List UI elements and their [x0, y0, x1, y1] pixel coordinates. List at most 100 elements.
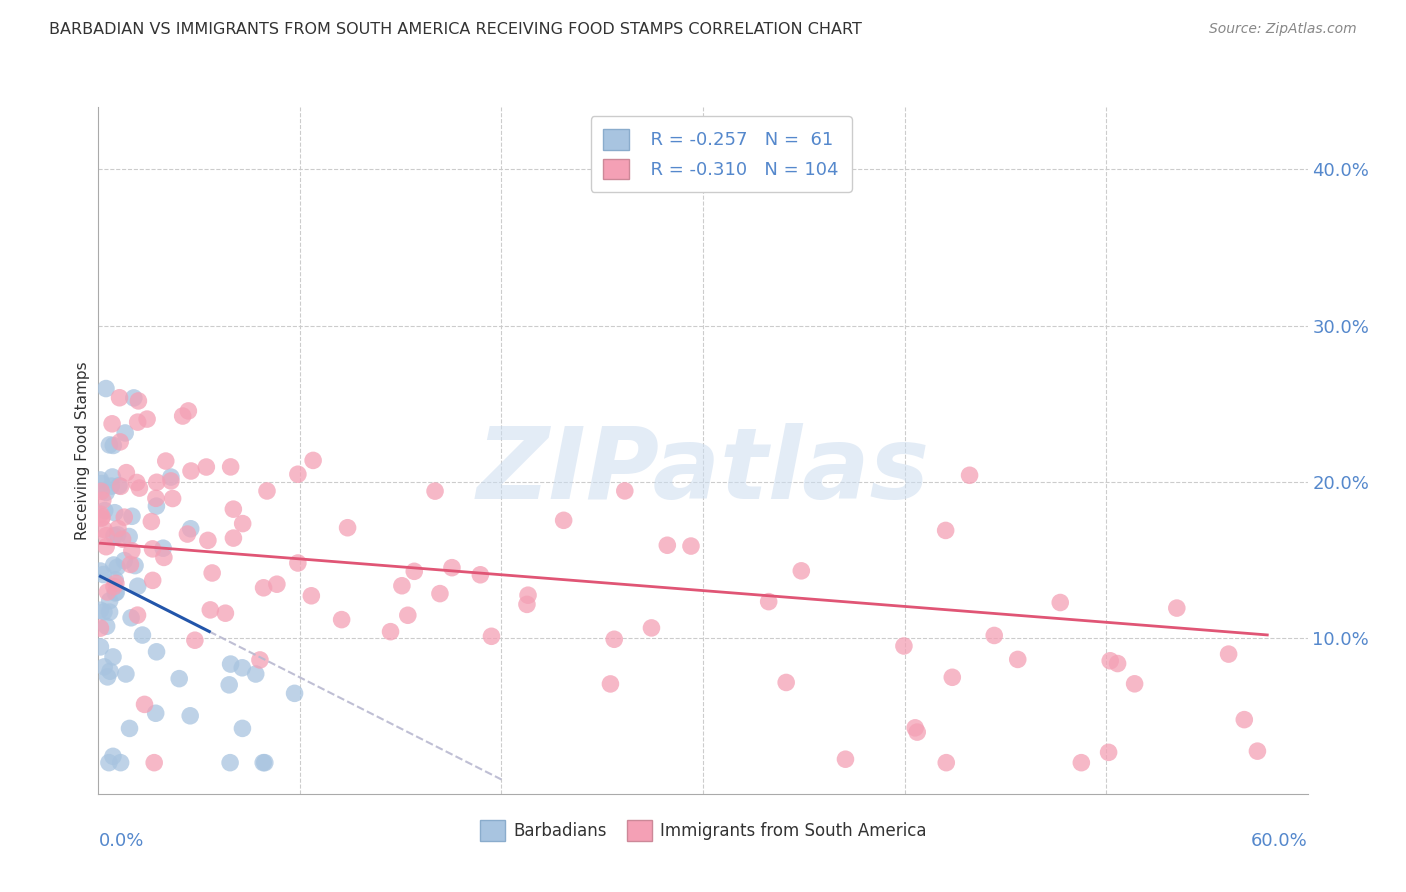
Point — [101, 649, 124, 664]
Point — [96, 485, 118, 500]
Point — [104, 573, 127, 587]
Point — [111, 533, 134, 547]
Point — [115, 667, 138, 681]
Point — [145, 499, 167, 513]
Point — [775, 675, 797, 690]
Point — [201, 566, 224, 580]
Point — [252, 581, 274, 595]
Point — [440, 560, 463, 574]
Point — [941, 670, 963, 684]
Point — [96, 585, 118, 599]
Point — [93, 660, 115, 674]
Point — [127, 415, 149, 429]
Point — [613, 483, 636, 498]
Point — [105, 585, 128, 599]
Point — [89, 640, 111, 654]
Point — [100, 479, 122, 493]
Point — [983, 628, 1005, 642]
Point — [219, 459, 242, 474]
Point — [108, 478, 131, 492]
Point — [90, 511, 112, 525]
Point — [143, 756, 166, 770]
Point — [115, 466, 138, 480]
Point — [218, 678, 240, 692]
Point — [89, 621, 111, 635]
Point — [90, 484, 112, 499]
Point — [302, 453, 325, 467]
Point — [89, 603, 111, 617]
Text: ZIPatlas: ZIPatlas — [477, 423, 929, 519]
Point — [249, 653, 271, 667]
Point — [1049, 595, 1071, 609]
Point — [101, 417, 124, 431]
Point — [197, 533, 219, 548]
Point — [90, 476, 112, 491]
Point — [256, 483, 278, 498]
Point — [299, 589, 322, 603]
Point — [231, 722, 253, 736]
Point — [120, 558, 142, 572]
Point — [679, 539, 702, 553]
Point — [222, 502, 245, 516]
Point — [603, 632, 626, 647]
Point — [1107, 657, 1129, 671]
Point — [105, 560, 128, 574]
Point — [222, 531, 245, 545]
Point — [177, 404, 200, 418]
Y-axis label: Receiving Food Stamps: Receiving Food Stamps — [75, 361, 90, 540]
Point — [1246, 744, 1268, 758]
Point — [153, 550, 176, 565]
Point — [91, 567, 114, 582]
Point — [145, 491, 167, 506]
Point — [89, 564, 111, 578]
Point — [179, 708, 201, 723]
Point — [1166, 601, 1188, 615]
Point — [122, 391, 145, 405]
Point — [167, 672, 190, 686]
Point — [404, 564, 426, 578]
Point — [155, 454, 177, 468]
Point — [101, 470, 124, 484]
Point — [266, 577, 288, 591]
Point — [640, 621, 662, 635]
Point — [98, 665, 121, 679]
Point — [1097, 745, 1119, 759]
Point — [391, 579, 413, 593]
Point — [94, 503, 117, 517]
Point — [141, 541, 163, 556]
Point — [176, 527, 198, 541]
Point — [96, 619, 118, 633]
Point — [172, 409, 194, 423]
Point — [380, 624, 402, 639]
Point — [110, 756, 132, 770]
Point — [107, 522, 129, 536]
Point — [145, 645, 167, 659]
Point — [232, 516, 254, 531]
Point — [136, 412, 159, 426]
Point — [93, 605, 115, 619]
Point — [231, 661, 253, 675]
Point — [131, 628, 153, 642]
Point — [1123, 677, 1146, 691]
Point — [1099, 654, 1122, 668]
Point — [516, 598, 538, 612]
Point — [790, 564, 813, 578]
Point — [118, 529, 141, 543]
Point — [145, 706, 167, 721]
Point — [98, 594, 121, 608]
Point — [287, 556, 309, 570]
Point — [517, 588, 540, 602]
Point — [108, 434, 131, 449]
Point — [112, 553, 135, 567]
Point — [118, 722, 141, 736]
Text: Source: ZipAtlas.com: Source: ZipAtlas.com — [1209, 22, 1357, 37]
Text: 60.0%: 60.0% — [1251, 831, 1308, 850]
Text: BARBADIAN VS IMMIGRANTS FROM SOUTH AMERICA RECEIVING FOOD STAMPS CORRELATION CHA: BARBADIAN VS IMMIGRANTS FROM SOUTH AMERI… — [49, 22, 862, 37]
Point — [200, 603, 222, 617]
Point — [104, 506, 127, 520]
Legend: Barbadians, Immigrants from South America: Barbadians, Immigrants from South Americ… — [472, 814, 934, 847]
Point — [160, 470, 183, 484]
Point — [959, 468, 981, 483]
Point — [127, 608, 149, 623]
Point — [128, 481, 150, 495]
